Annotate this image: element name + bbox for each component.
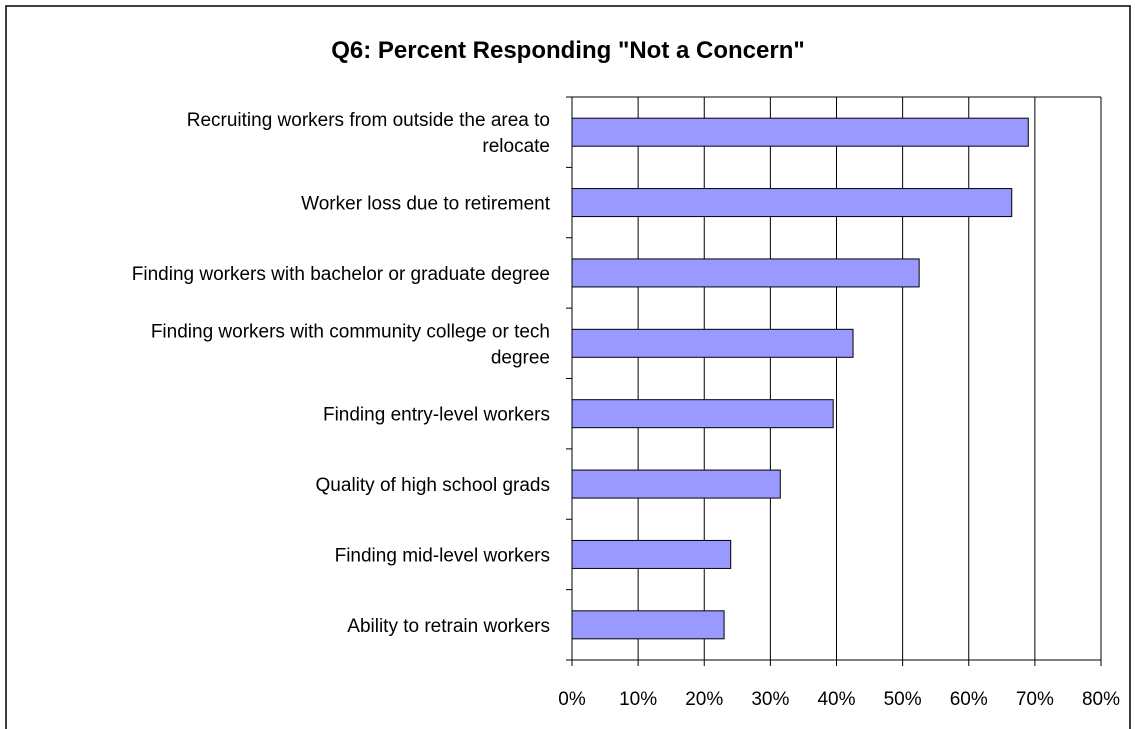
category-label-line: degree (491, 347, 550, 368)
category-label: Recruiting workers from outside the area… (187, 110, 550, 157)
category-label: Finding workers with bachelor or graduat… (132, 264, 550, 285)
x-tick-label: 0% (558, 689, 586, 710)
bar (571, 328, 854, 358)
gridlines (572, 96, 1102, 660)
x-tick-label: 70% (1016, 689, 1054, 710)
chart-border (5, 5, 1131, 729)
category-label-line: Finding workers with bachelor or graduat… (132, 264, 550, 285)
frame-line (5, 5, 1131, 729)
category-label-line: Finding entry-level workers (323, 405, 550, 426)
category-label-line: Finding workers with community college o… (151, 321, 550, 342)
axes (566, 96, 1102, 666)
x-tick-label: 20% (685, 689, 723, 710)
x-tick-label: 80% (1082, 689, 1120, 710)
x-tick-label: 40% (817, 689, 855, 710)
category-label-line: Quality of high school grads (316, 475, 550, 496)
bar (571, 188, 1013, 218)
category-label: Finding workers with community college o… (151, 321, 550, 368)
x-tick-label: 60% (950, 689, 988, 710)
category-label-line: Finding mid-level workers (335, 545, 550, 566)
bar (571, 539, 732, 569)
x-tick-label: 30% (751, 689, 789, 710)
category-labels: Recruiting workers from outside the area… (132, 110, 551, 637)
category-label-line: Worker loss due to retirement (301, 194, 551, 215)
x-tick-labels: 0% 10% 20% 30% 40% 50% 60% 70% 80% (558, 689, 1120, 710)
bars (571, 117, 1029, 640)
category-label: Finding mid-level workers (335, 545, 550, 566)
category-label-line: relocate (482, 136, 550, 157)
category-label: Worker loss due to retirement (301, 194, 551, 215)
chart-title: Q6: Percent Responding "Not a Concern" (331, 37, 804, 64)
category-label: Ability to retrain workers (347, 616, 550, 637)
bar (571, 117, 1029, 147)
bar (571, 610, 725, 640)
category-label: Quality of high school grads (316, 475, 550, 496)
x-tick-label: 10% (619, 689, 657, 710)
category-label: Finding entry-level workers (323, 405, 550, 426)
category-label-line: Recruiting workers from outside the area… (187, 110, 550, 131)
x-tick-label: 50% (884, 689, 922, 710)
bar (571, 469, 781, 499)
category-label-line: Ability to retrain workers (347, 616, 550, 637)
bar (571, 399, 834, 429)
bar (571, 258, 920, 288)
